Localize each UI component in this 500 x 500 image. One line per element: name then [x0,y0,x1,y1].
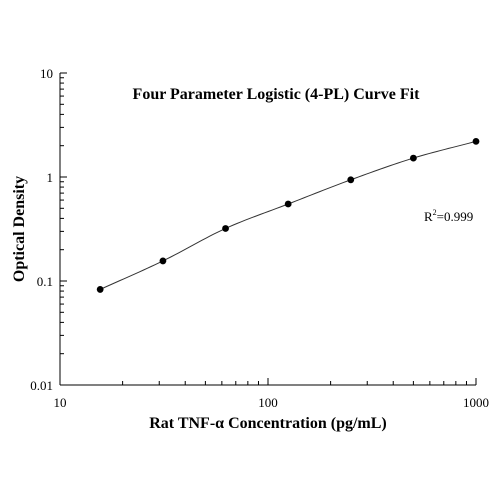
data-point [472,137,480,145]
r-squared-annotation: R2=0.999 [424,208,473,224]
data-point [347,176,355,184]
x-axis-label: Rat TNF-α Concentration (pg/mL) [149,415,387,432]
y-axis-label: Optical Density [11,176,28,282]
data-point [159,257,167,265]
data-point [222,225,229,232]
data-points [96,137,480,293]
y-tick-label: 0.01 [30,378,53,393]
fit-curve [99,140,477,290]
x-tick-label: 100 [258,395,278,410]
x-tick-label: 1000 [463,395,489,410]
data-point [96,286,104,293]
r-squared-symbol: R [424,209,433,224]
r-squared-superscript: 2 [433,208,437,217]
y-tick-label: 0.1 [37,274,53,289]
tick-label-group: 10 100 1000 0.01 0.1 1 10 [30,66,489,410]
y-tick-label: 1 [47,170,54,185]
tick-group [59,72,477,386]
y-tick-label: 10 [40,66,53,81]
data-point [284,200,292,208]
r-squared-value: =0.999 [437,209,474,224]
data-point [409,154,417,162]
x-tick-label: 10 [54,395,67,410]
axes [59,73,476,386]
chart-title: Four Parameter Logistic (4-PL) Curve Fit [133,86,421,103]
